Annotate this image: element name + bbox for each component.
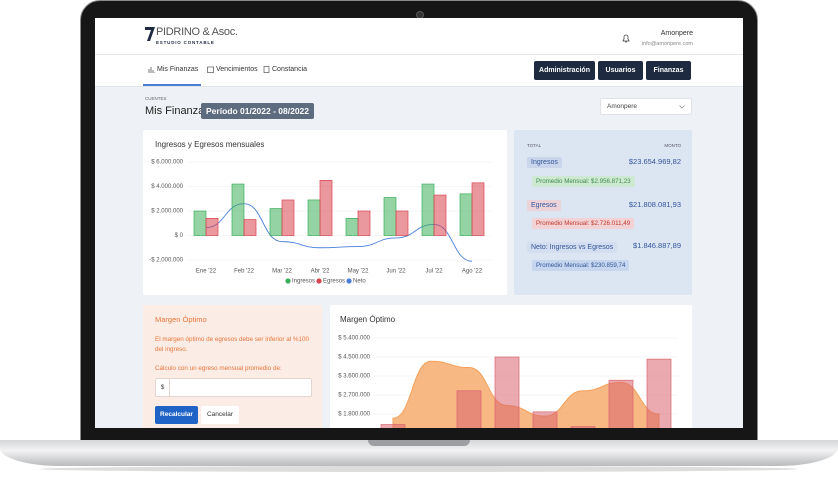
chart-title: Margen Óptimo <box>340 315 396 324</box>
bar <box>383 197 397 236</box>
summary-label: Neto: Ingresos vs Egresos <box>527 242 618 253</box>
brand: PIDRINO & Asoc. <box>156 26 238 38</box>
amount-input[interactable]: $ <box>155 378 312 397</box>
y-tick-label: $ 0 <box>175 233 184 239</box>
bar <box>433 194 447 236</box>
screen: PIDRINO & Asoc. ESTUDIO CONTABLE Amonper… <box>95 18 743 428</box>
summary-amount: $1.846.887,89 <box>633 241 681 250</box>
bar <box>532 411 558 428</box>
bar <box>319 180 333 236</box>
summary-label: Ingresos <box>527 157 562 168</box>
laptop-notch <box>368 440 470 446</box>
bar <box>345 218 359 236</box>
margin-prompt: Cálculo con un egreso mensual promedio d… <box>155 365 282 372</box>
legend-label: Neto <box>353 279 366 285</box>
bar <box>357 210 371 236</box>
y-tick-label: $ 4.000.000 <box>151 184 183 190</box>
x-tick-label: Jul '22 <box>425 269 443 275</box>
tab-icon <box>207 66 214 73</box>
header <box>95 18 743 55</box>
y-tick-label: $ 6.000.000 <box>151 160 183 166</box>
summary-amount: $21.808.081,93 <box>628 200 681 209</box>
laptop-shadow <box>40 466 798 472</box>
y-tick-label: $ 1.800.000 <box>338 412 370 418</box>
bar <box>231 183 245 236</box>
legend-swatch <box>285 278 291 284</box>
bar <box>471 182 485 236</box>
y-tick-label: $ 2.700.000 <box>338 393 370 399</box>
recalc-button[interactable]: Recalcular <box>155 406 198 424</box>
legend-swatch <box>316 278 322 284</box>
x-tick-label: May '22 <box>348 269 369 275</box>
button-label: Usuarios <box>605 67 636 74</box>
bar <box>494 356 520 428</box>
client-select[interactable]: Amonpere <box>600 98 692 115</box>
chart-title: Ingresos y Egresos mensuales <box>155 140 265 149</box>
bell-icon[interactable] <box>622 34 630 43</box>
summary-average: Promedio Mensual: $2.726.011,49 <box>532 218 635 229</box>
bar <box>281 199 295 236</box>
y-tick-label: $ 2.000.000 <box>151 209 183 215</box>
button-label: Administración <box>539 67 590 74</box>
breadcrumb: CUENTES <box>145 96 167 101</box>
users-button[interactable]: Usuarios <box>598 61 643 80</box>
bar <box>570 426 596 428</box>
user-email: info@amonpere.com <box>641 41 693 47</box>
x-tick-label: Ago '22 <box>462 269 483 275</box>
user-name[interactable]: Amonpere <box>660 30 693 37</box>
tagline: ESTUDIO CONTABLE <box>156 40 215 45</box>
x-tick-label: Jun '22 <box>386 269 406 275</box>
nav-tab[interactable]: Mis Finanzas <box>157 66 199 73</box>
legend-label: Egresos <box>323 279 345 285</box>
cancel-button[interactable]: Cancelar <box>201 406 239 424</box>
bar <box>608 379 634 428</box>
bar <box>380 424 406 428</box>
input-prefix: $ <box>156 379 170 396</box>
admin-button[interactable]: Administración <box>534 61 595 80</box>
y-tick-label: $ 3.600.000 <box>338 374 370 380</box>
legend-swatch <box>346 278 352 284</box>
margin-title: Margen Óptimo <box>155 315 207 324</box>
bar <box>307 199 321 236</box>
bar <box>205 218 219 236</box>
charts-layer: -$ 2.000.000 $ 0 $ 2.000.000 $ 4.000.000 $ 6… <box>149 160 678 428</box>
nav-tab[interactable]: Vencimientos <box>216 66 258 73</box>
button-label: Finanzas <box>653 67 684 74</box>
bar <box>269 208 283 236</box>
x-tick-label: Feb '22 <box>234 269 254 275</box>
summary-label: Egresos <box>527 200 561 211</box>
x-tick-label: Mar '22 <box>272 269 292 275</box>
summary-average: Promedio Mensual: $230.859,74 <box>532 260 630 271</box>
finance-button[interactable]: Finanzas <box>646 61 691 80</box>
select-value: Amonpere <box>607 103 637 110</box>
y-tick-label: -$ 2.000.000 <box>149 258 183 264</box>
active-tab-underline <box>143 84 201 86</box>
tab-icon <box>263 66 270 73</box>
bar <box>459 193 473 236</box>
bar <box>193 210 207 236</box>
summary-average: Promedio Mensual: $2.956.871,23 <box>532 176 635 187</box>
margin-text: El margen óptimo de egresos debe ser inf… <box>155 336 310 353</box>
summary-amount: $23.654.969,82 <box>628 157 681 166</box>
summary-head: MONTO <box>664 143 681 148</box>
chevron <box>679 105 685 109</box>
x-tick-label: Ene '22 <box>196 269 217 275</box>
period-badge: Período 01/2022 - 08/2022 <box>201 103 315 119</box>
bar <box>421 183 435 236</box>
y-tick-label: $ 4.500.000 <box>338 355 370 361</box>
bar <box>243 219 257 236</box>
nav-tab[interactable]: Constancia <box>272 66 308 73</box>
bar <box>395 210 409 236</box>
page-title: Mis Finanzas <box>145 105 210 117</box>
y-tick-label: $ 5.400.000 <box>338 336 370 342</box>
bar <box>456 390 482 428</box>
tab-icon <box>148 67 155 73</box>
bar <box>646 358 672 428</box>
logo-icon <box>145 27 155 41</box>
legend-label: Ingresos <box>292 279 315 285</box>
summary-head: TOTAL <box>527 143 542 148</box>
x-tick-label: Abr '22 <box>311 269 330 275</box>
